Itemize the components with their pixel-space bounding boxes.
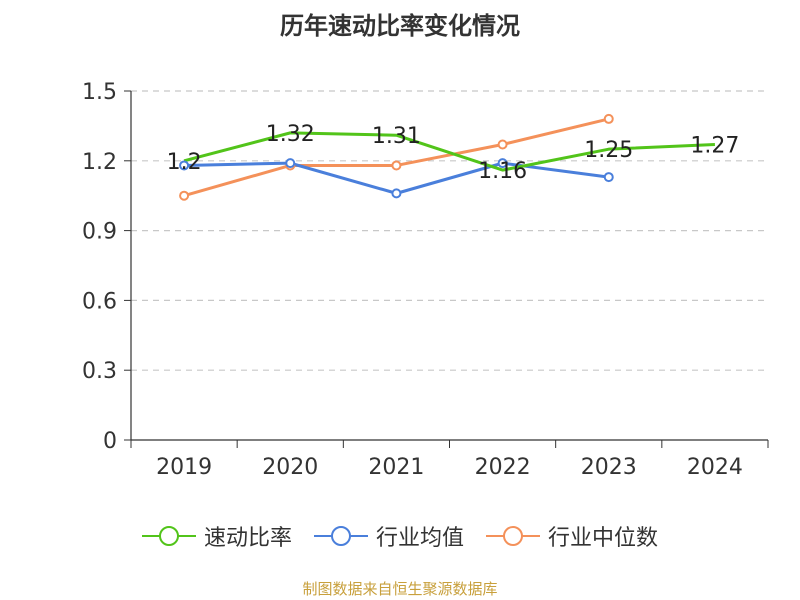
data-point — [603, 172, 614, 183]
x-tick-label: 2024 — [687, 455, 743, 480]
x-tick-label: 2019 — [156, 455, 212, 480]
data-label: 1.27 — [690, 134, 739, 159]
legend-label-industry-mean: 行业均值 — [375, 526, 464, 551]
data-point — [285, 158, 296, 169]
data-labels: 1.2 1.32 1.31 1.16 1.25 1.27 — [167, 122, 740, 184]
legend-swatch-industry-mean — [313, 526, 368, 546]
data-point — [179, 160, 190, 171]
legend-swatch-quick-ratio — [141, 526, 196, 546]
y-axis: 0 0.3 0.6 0.9 1.2 1.5 — [82, 80, 132, 454]
data-label: 1.16 — [478, 159, 527, 184]
x-tick-label: 2021 — [368, 455, 424, 480]
chart-title: 历年速动比率变化情况 — [280, 12, 520, 40]
source-note: 制图数据来自恒生聚源数据库 — [302, 580, 498, 598]
legend-label-quick-ratio: 速动比率 — [203, 526, 292, 551]
legend-swatch-industry-median — [486, 526, 540, 546]
x-tick-label: 2020 — [262, 455, 318, 480]
data-points — [179, 113, 614, 201]
legend-item-quick-ratio[interactable]: 速动比率 — [141, 520, 292, 552]
series-line — [183, 131, 715, 172]
y-tick-label: 0 — [103, 429, 117, 454]
legend-item-industry-median[interactable]: 行业中位数 — [486, 520, 658, 552]
data-point — [497, 158, 508, 169]
x-tick-label: 2023 — [581, 455, 637, 480]
data-label: 1.31 — [372, 124, 421, 149]
data-point — [391, 188, 402, 199]
data-point — [391, 160, 402, 171]
y-tick-label: 0.9 — [82, 220, 117, 245]
grid-lines — [131, 90, 768, 371]
y-tick-label: 0.6 — [82, 289, 117, 314]
data-label: 1.25 — [584, 138, 633, 163]
x-tick-label: 2022 — [475, 455, 531, 480]
legend: 速动比率 行业均值 行业中位数 — [0, 520, 800, 552]
data-point — [179, 190, 190, 201]
legend-label-industry-median: 行业中位数 — [548, 526, 659, 551]
y-tick-label: 0.3 — [82, 359, 117, 384]
data-point — [603, 113, 614, 124]
data-label: 1.2 — [167, 150, 202, 175]
legend-item-industry-mean[interactable]: 行业均值 — [313, 520, 464, 552]
y-tick-label: 1.5 — [82, 80, 117, 105]
y-tick-label: 1.2 — [82, 150, 117, 175]
series-lines — [183, 117, 715, 198]
x-axis: 2019 2020 2021 2022 2023 2024 — [130, 439, 769, 480]
data-label: 1.32 — [266, 122, 315, 147]
data-point — [497, 139, 508, 150]
